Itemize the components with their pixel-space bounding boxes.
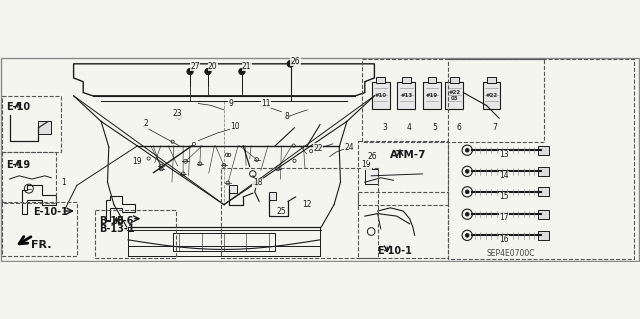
Text: 14: 14: [499, 171, 509, 180]
Text: #22: #22: [486, 93, 497, 98]
Text: 18: 18: [253, 178, 262, 187]
Text: 17: 17: [499, 213, 509, 222]
Bar: [95, 210, 176, 258]
Bar: [376, 77, 385, 83]
Bar: [445, 82, 463, 109]
Text: 12: 12: [302, 200, 312, 209]
Bar: [538, 146, 549, 155]
Bar: [448, 59, 634, 259]
Text: 8: 8: [284, 112, 289, 121]
Text: 13: 13: [499, 150, 509, 159]
Bar: [173, 234, 275, 251]
Text: E-10-1: E-10-1: [33, 207, 68, 217]
Text: E-6: E-6: [116, 216, 134, 226]
Text: 11: 11: [261, 99, 271, 108]
Text: B-13-1: B-13-1: [99, 224, 135, 234]
Text: E-10-1: E-10-1: [378, 246, 412, 256]
Text: 22: 22: [314, 144, 323, 153]
Text: 3: 3: [383, 123, 388, 132]
Text: #22
03: #22 03: [449, 90, 460, 100]
Text: 5: 5: [432, 123, 437, 132]
Circle shape: [465, 169, 469, 173]
Text: 24: 24: [344, 143, 354, 152]
Bar: [538, 210, 549, 219]
Text: SEP4E0700C: SEP4E0700C: [486, 249, 535, 258]
Text: 19: 19: [362, 160, 371, 169]
Bar: [38, 122, 51, 134]
Text: ATM-7: ATM-7: [390, 150, 427, 160]
Bar: [423, 82, 441, 109]
Bar: [2, 96, 61, 152]
Text: 20: 20: [208, 62, 218, 71]
Text: #19: #19: [426, 93, 438, 98]
Bar: [2, 202, 77, 256]
Text: 6: 6: [457, 123, 462, 132]
Circle shape: [465, 234, 469, 237]
Bar: [358, 141, 448, 204]
Text: 7: 7: [493, 123, 498, 132]
Text: 2: 2: [144, 120, 148, 129]
Text: 26: 26: [291, 57, 300, 66]
Text: E-10: E-10: [6, 102, 31, 112]
Text: 10: 10: [230, 122, 240, 131]
Bar: [269, 192, 276, 199]
Text: 25: 25: [276, 206, 286, 216]
Text: #10: #10: [375, 93, 387, 98]
Text: E-19: E-19: [6, 160, 31, 170]
Text: 26: 26: [368, 152, 378, 161]
Bar: [538, 231, 549, 240]
Bar: [428, 77, 436, 83]
Bar: [229, 185, 237, 193]
Bar: [358, 192, 448, 258]
Text: B-13: B-13: [99, 216, 124, 226]
Bar: [397, 82, 415, 109]
Bar: [221, 167, 378, 258]
Text: 4: 4: [406, 123, 412, 132]
Text: 1: 1: [61, 178, 65, 187]
Circle shape: [465, 148, 469, 152]
Text: 15: 15: [499, 192, 509, 201]
Circle shape: [465, 190, 469, 194]
Bar: [450, 77, 459, 83]
Bar: [402, 77, 411, 83]
Bar: [483, 82, 500, 109]
Text: #13: #13: [400, 93, 413, 98]
Bar: [538, 167, 549, 176]
Text: 16: 16: [499, 235, 509, 244]
Bar: [362, 59, 544, 142]
Text: 23: 23: [173, 109, 182, 118]
Text: FR.: FR.: [31, 240, 51, 250]
Text: 21: 21: [242, 62, 252, 71]
Circle shape: [205, 68, 211, 75]
Circle shape: [187, 68, 193, 75]
Text: 19: 19: [132, 157, 142, 166]
Text: 9: 9: [228, 99, 234, 108]
Text: 27: 27: [190, 62, 200, 71]
Bar: [487, 77, 496, 83]
Circle shape: [465, 212, 469, 216]
Bar: [2, 152, 56, 203]
Bar: [365, 169, 378, 183]
Circle shape: [239, 68, 245, 75]
Bar: [538, 187, 549, 196]
Bar: [372, 82, 390, 109]
Circle shape: [287, 61, 294, 67]
